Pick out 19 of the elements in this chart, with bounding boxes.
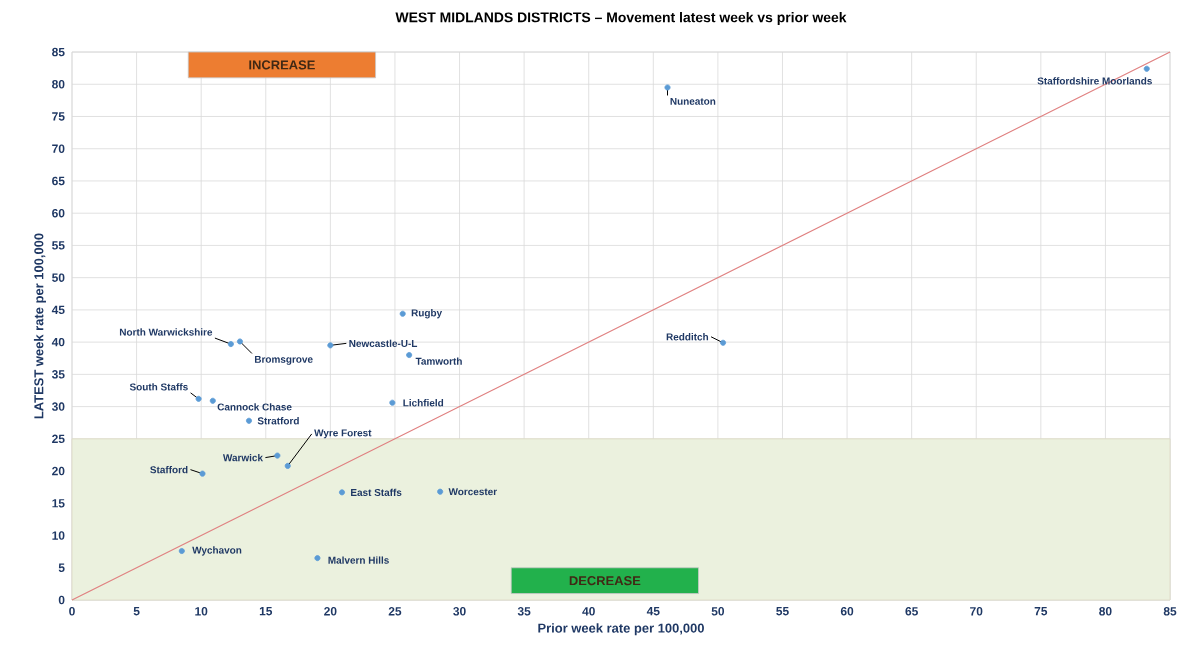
point	[338, 489, 345, 496]
point	[314, 555, 321, 562]
point	[227, 341, 234, 348]
point	[327, 342, 334, 349]
point	[245, 417, 252, 424]
point	[199, 470, 206, 477]
point	[209, 397, 216, 404]
point	[437, 488, 444, 495]
point	[399, 310, 406, 317]
point	[664, 84, 671, 91]
point	[274, 452, 281, 459]
point	[720, 339, 727, 346]
point	[178, 548, 185, 554]
point	[406, 352, 413, 359]
point	[1143, 65, 1150, 72]
point	[236, 338, 243, 345]
point	[195, 395, 202, 402]
point	[389, 399, 396, 406]
point	[284, 462, 291, 469]
